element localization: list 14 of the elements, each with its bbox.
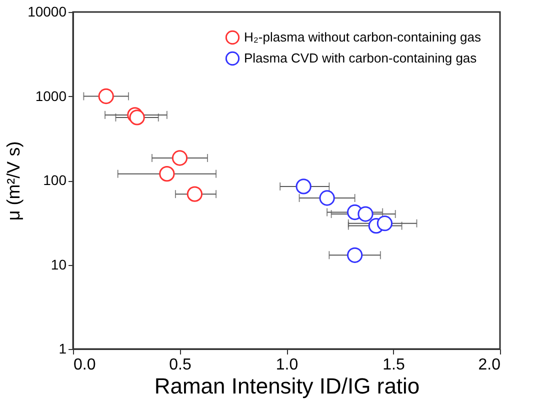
x-tick-label: 1.0 <box>276 356 298 374</box>
y-axis-title: μ (m²/V s) <box>4 141 24 221</box>
legend-label: H₂-plasma without carbon-containing gas <box>244 30 482 44</box>
y-tick-label: 1 <box>58 340 67 356</box>
y-tick-label: 10000 <box>28 4 67 20</box>
x-tick-label: 2.0 <box>478 356 501 374</box>
x-axis-title: Raman Intensity ID/IG ratio <box>154 374 420 398</box>
legend-label: Plasma CVD with carbon-containing gas <box>244 50 478 66</box>
x-tick-label: 1.5 <box>382 356 405 374</box>
y-tick-label: 10 <box>50 256 67 272</box>
y-tick-label: 1000 <box>35 88 67 104</box>
y-tick-label: 100 <box>43 172 67 188</box>
x-tick-label: 0.5 <box>169 356 192 374</box>
x-tick-label: 0.0 <box>74 356 96 374</box>
